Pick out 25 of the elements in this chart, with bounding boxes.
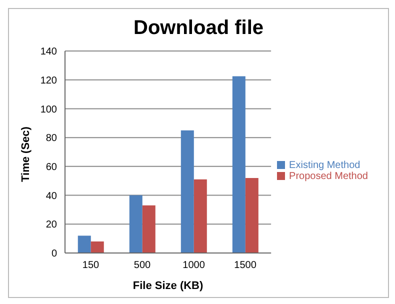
- chart-title: Download file: [132, 17, 264, 41]
- y-tick-label: 140: [40, 46, 58, 58]
- x-tick-label: 1500: [234, 260, 257, 272]
- bar: [245, 178, 258, 253]
- legend-label: Existing Method: [289, 160, 360, 171]
- bar: [90, 241, 104, 253]
- y-tick-label: 120: [40, 75, 58, 86]
- y-tick-label: 40: [46, 190, 58, 202]
- y-axis-title: Time (Sec): [20, 126, 32, 182]
- y-tick-label: 60: [46, 162, 58, 173]
- x-tick-label: 500: [134, 260, 152, 272]
- x-tick-label: 1000: [182, 260, 206, 272]
- bar: [129, 195, 142, 253]
- bar: [232, 76, 246, 253]
- x-tick-label: 150: [82, 260, 100, 272]
- bar: [78, 236, 91, 253]
- y-tick-label: 100: [40, 104, 58, 116]
- x-axis-title: File Size (KB): [132, 280, 204, 292]
- legend-label: Proposed Method: [289, 171, 368, 182]
- y-tick-label: 80: [46, 133, 58, 144]
- bar: [180, 130, 194, 253]
- y-tick-label: 20: [46, 220, 58, 231]
- y-tick-label: 0: [51, 248, 58, 260]
- bar: [142, 205, 156, 253]
- bar: [194, 179, 207, 253]
